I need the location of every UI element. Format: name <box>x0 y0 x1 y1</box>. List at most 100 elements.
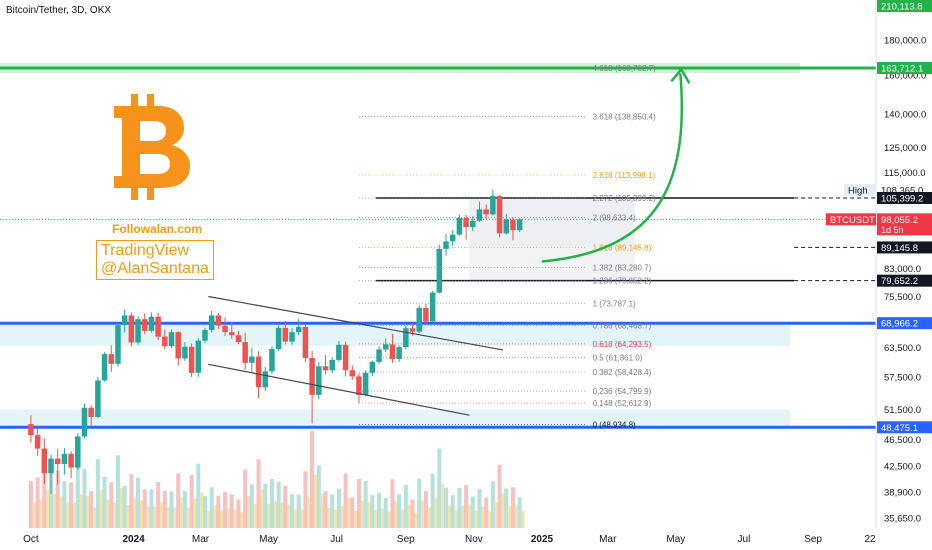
volume-bar-33 <box>249 484 254 528</box>
y-tick-0: 180,000.0 <box>884 36 926 47</box>
y-tick-3: 125,000.0 <box>884 143 926 154</box>
y-tick-1: 160,000.0 <box>884 70 926 81</box>
volume-bar-b-68 <box>488 511 492 528</box>
candlesticks <box>28 189 523 494</box>
volume-bar-36 <box>269 479 274 528</box>
volume-bar-27 <box>209 487 214 528</box>
volume-bar-b-10 <box>99 490 103 528</box>
volume-bar-29 <box>223 492 228 528</box>
price-tag-bg-6 <box>877 274 932 287</box>
candle-body-52 <box>376 349 382 362</box>
volume-bar-b-57 <box>414 512 418 528</box>
candle-body-61 <box>436 248 443 293</box>
descending-channel <box>208 295 504 416</box>
volume-bar-b-11 <box>106 499 110 528</box>
volume-bar-b-3 <box>53 493 57 528</box>
volume-bar-b-25 <box>200 492 204 528</box>
candle-body-9 <box>88 407 94 417</box>
volume-bar-b-28 <box>220 510 224 528</box>
candle-body-68 <box>483 209 489 215</box>
candle-body-48 <box>349 370 356 377</box>
volume-bar-43 <box>316 465 321 528</box>
fib-label-13: 0.236 (54,799.9) <box>593 387 652 396</box>
price-caption-4: BTCUSDT <box>830 215 875 226</box>
candle-body-42 <box>309 357 315 395</box>
volume-bar-47 <box>343 473 348 528</box>
y-tick-10: 57,500.0 <box>884 372 921 383</box>
volume-bar-48 <box>350 497 355 528</box>
fib-label-12: 0.382 (58,428.4) <box>593 368 652 377</box>
bitcoin-logo <box>114 94 190 200</box>
candle-body-21 <box>168 332 175 347</box>
volume-bar-b-1 <box>39 500 43 528</box>
fib-label-3: 2.272 (105,399.2) <box>593 194 656 203</box>
price-tag-7: 68,966.2 <box>881 319 918 330</box>
candle-body-59 <box>423 308 429 322</box>
price-tag-0: 210,113.8 <box>881 2 923 13</box>
volume-bar-b-63 <box>454 509 458 528</box>
volume-bar-4 <box>55 470 60 528</box>
volume-bar-b-42 <box>314 474 318 528</box>
candle-body-54 <box>389 344 396 359</box>
candle-body-53 <box>382 344 389 350</box>
y-tick-8: 75,500.0 <box>884 292 921 303</box>
volume-bar-35 <box>263 483 268 528</box>
arrow-curve <box>541 73 684 263</box>
volume-bar-7 <box>75 466 80 528</box>
volume-bar-25 <box>196 463 201 528</box>
candle-body-49 <box>356 376 362 395</box>
volume-bar-6 <box>69 482 74 528</box>
price-tag-bg-8 <box>877 421 932 434</box>
volume-bar-b-55 <box>401 509 405 528</box>
candle-body-33 <box>249 356 255 363</box>
volume-bar-b-4 <box>59 496 63 528</box>
volume-bar-21 <box>169 491 174 528</box>
volume-bar-69 <box>490 481 495 528</box>
fib-label-11: 0.5 (61,361.0) <box>593 354 643 363</box>
channel-lower-line <box>208 363 470 416</box>
volume-bar-b-19 <box>160 502 164 528</box>
candle-body-26 <box>202 329 208 341</box>
candle-body-22 <box>175 332 181 359</box>
candle-body-13 <box>115 325 121 364</box>
volume-bar-b-36 <box>273 501 277 528</box>
fib-label-6: 1.382 (83,280.7) <box>593 264 652 273</box>
candle-body-16 <box>135 319 141 343</box>
x-tick-7: 2025 <box>531 534 554 545</box>
tradingview-watermark: TradingView @AlanSantana <box>96 240 214 280</box>
volume-bar-b-43 <box>320 493 324 528</box>
fib-label-8: 1 (73,787.1) <box>593 299 636 308</box>
volume-bar-b-49 <box>360 501 364 528</box>
volume-bar-b-58 <box>421 500 425 528</box>
chart-title: Bitcoin/Tether, 3D, OKX <box>6 5 112 16</box>
volume-bar-b-70 <box>501 493 505 528</box>
price-tag-bg-7 <box>877 317 932 330</box>
volume-bar-53 <box>383 497 388 528</box>
volume-bar-45 <box>330 494 335 528</box>
candle-body-47 <box>342 344 349 371</box>
candle-body-2 <box>41 448 48 474</box>
volume-bar-32 <box>243 469 248 528</box>
volume-bar-b-30 <box>233 509 237 528</box>
channel-upper-line <box>208 295 504 351</box>
y-tick-11: 51,500.0 <box>884 405 921 416</box>
candle-body-64 <box>456 217 463 235</box>
volume-bar-40 <box>296 494 301 528</box>
volume-bar-62 <box>444 487 448 528</box>
price-tag-8: 48,475.1 <box>881 423 918 434</box>
y-tick-14: 38,900.0 <box>884 488 921 499</box>
volume-bar-52 <box>377 492 382 528</box>
time-axis: Oct 2024 Mar May Jul Sep Nov 2025 Mar May Jul Sep 22 <box>23 534 876 545</box>
price-tag-1: 163,712.1 <box>881 63 923 74</box>
volume-bar-b-5 <box>66 502 70 528</box>
volume-bar-b-44 <box>327 507 331 528</box>
volume-bar-b-8 <box>86 495 90 528</box>
volume-bar-b-38 <box>287 504 291 528</box>
candle-body-15 <box>128 315 135 343</box>
volume-bar-b-47 <box>347 497 351 528</box>
fib-label-2: 2.618 (113,998.1) <box>593 171 656 180</box>
candle-body-30 <box>229 332 235 336</box>
volume-bar-b-2 <box>46 490 50 528</box>
volume-bar-18 <box>149 489 154 528</box>
